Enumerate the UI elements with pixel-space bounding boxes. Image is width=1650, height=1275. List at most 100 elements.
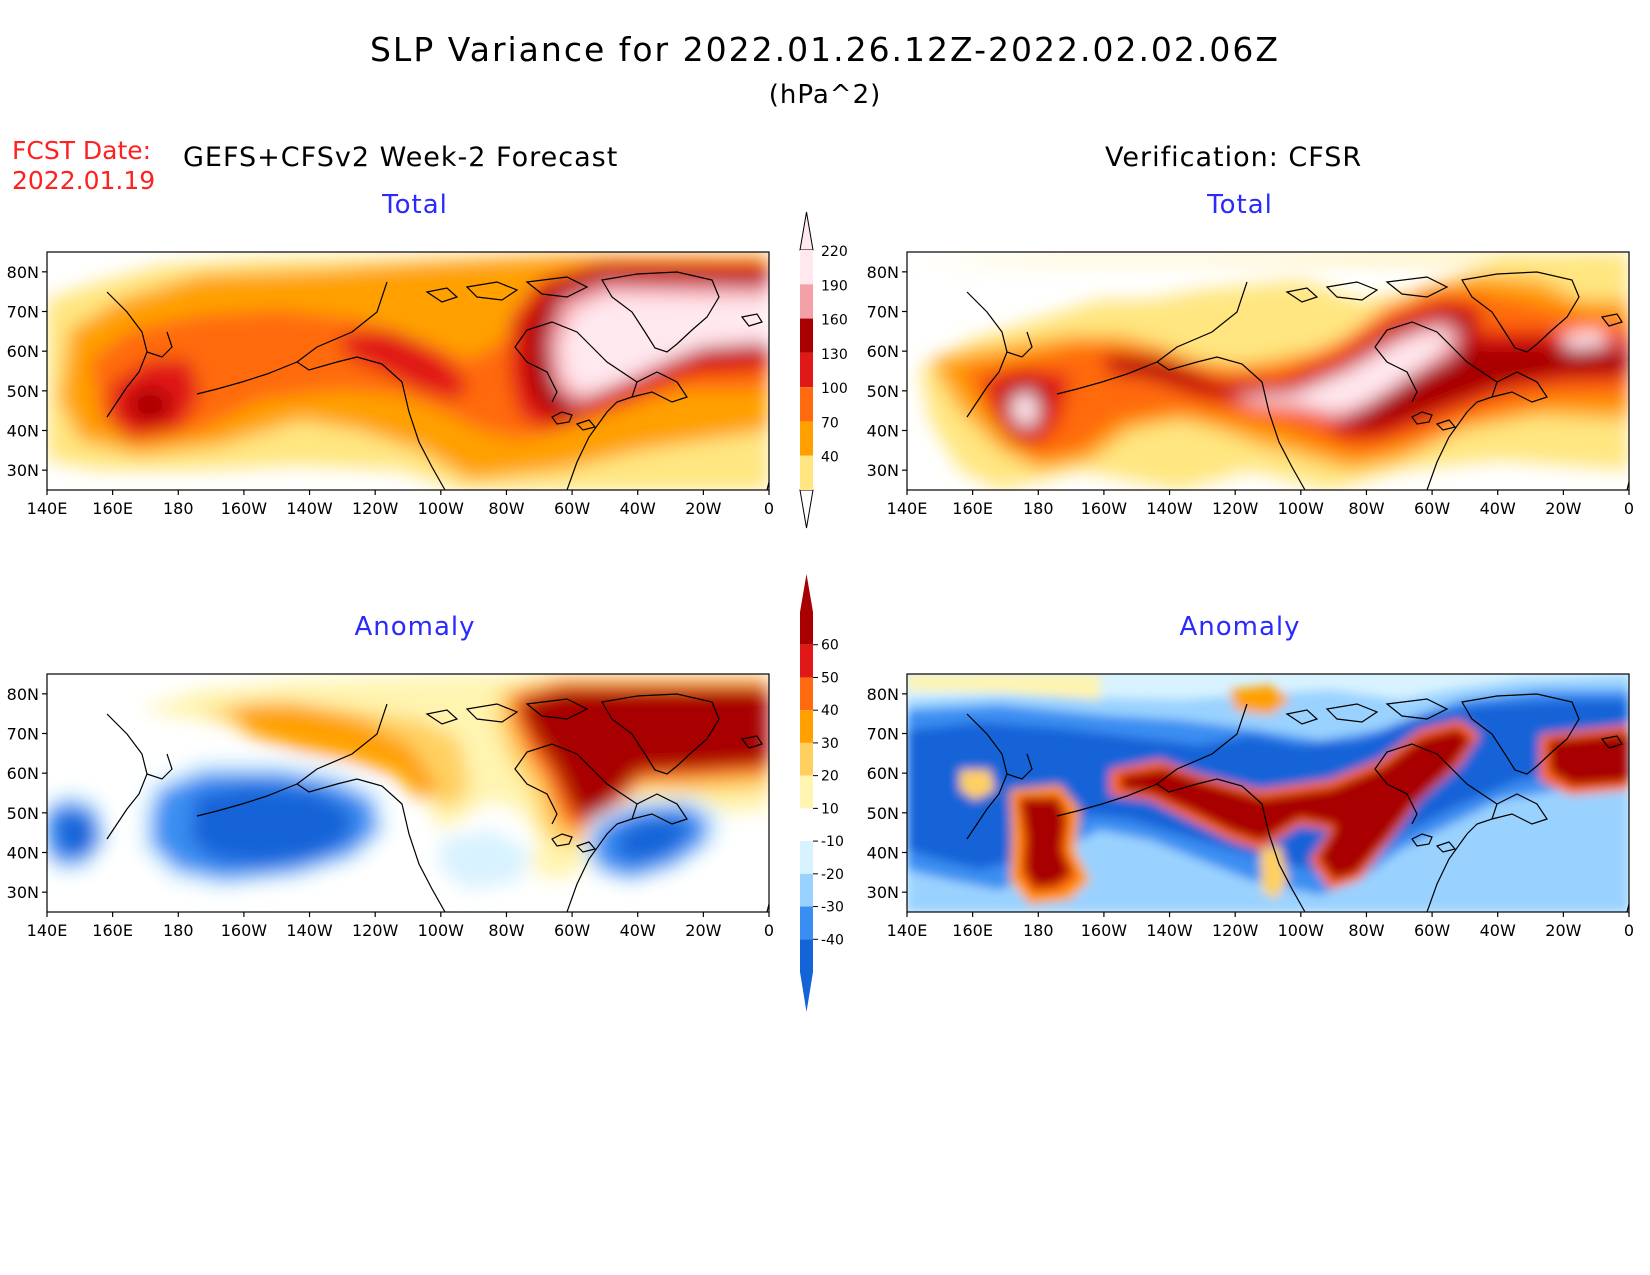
lon-tick-label: 140W: [1146, 499, 1193, 518]
lon-tick-label: 160W: [221, 499, 268, 518]
lon-tick-label: 180: [163, 499, 194, 518]
colorbar-anomaly-label: 20: [821, 769, 839, 785]
colorbar-total-label: 220: [821, 244, 848, 260]
lon-tick-label: 100W: [418, 921, 465, 940]
lat-tick-label: 40N: [867, 422, 899, 441]
map-panel-forecast-anomaly: [46, 673, 770, 913]
lon-tick-label: 80W: [1348, 499, 1384, 518]
colorbar-anomaly: 60 50 40 30 20 10 -10 -20 -30 -40: [800, 574, 844, 1012]
lat-tick-label: 50N: [7, 804, 39, 823]
colorbar-total: 220 190 160 130 100 70 40: [799, 211, 848, 529]
colorbar-total-bin: [800, 455, 813, 490]
colorbar-anomaly-cap: [800, 972, 813, 1012]
colorbar-total-bin: [800, 352, 813, 388]
lon-tick-label: 140E: [27, 499, 68, 518]
lat-tick-label: 60N: [867, 764, 899, 783]
lat-tick-label: 80N: [867, 263, 899, 282]
colorbar-anomaly-cap: [800, 574, 813, 612]
colorbar-anomaly-label: 40: [821, 703, 839, 719]
axes-forecast-total: 140E 160E 180 160W 140W 120W 100W 80W 60W 40W 20W 0…: [7, 263, 774, 518]
map-panel-forecast-total: [46, 251, 770, 491]
map-panel-verification-total: [906, 251, 1630, 491]
colorbar-anomaly-bin: [800, 612, 813, 645]
colorbar-total-bin: [800, 421, 813, 456]
fcst-date-label: FCST Date:: [12, 136, 152, 165]
lat-tick-label: 80N: [867, 685, 899, 704]
colorbar-anomaly-bin: [800, 742, 813, 776]
colorbar-anomaly-label: 10: [821, 801, 839, 817]
lon-tick-label: 120W: [352, 921, 399, 940]
colorbar-total-label: 70: [821, 415, 839, 431]
colorbar-anomaly-bin: [800, 906, 813, 940]
lat-tick-label: 70N: [7, 725, 39, 744]
lon-tick-label: 0: [764, 499, 774, 518]
colorbar-anomaly-bin: [800, 677, 813, 711]
colorbar-anomaly-label: -10: [821, 834, 844, 850]
colorbar-anomaly-bin: [800, 710, 813, 743]
lon-tick-label: 60W: [1414, 921, 1450, 940]
lon-tick-label: 60W: [554, 499, 590, 518]
colorbar-anomaly-label: -30: [821, 900, 844, 916]
lon-tick-label: 140E: [887, 921, 928, 940]
lat-tick-label: 50N: [867, 804, 899, 823]
lon-tick-label: 20W: [685, 921, 721, 940]
colorbar-total-cap: [799, 489, 814, 529]
colorbar-total-label: 40: [821, 450, 839, 466]
colorbar-anomaly-label: 50: [821, 670, 839, 686]
colorbar-anomaly-bin: [800, 808, 813, 842]
fcst-date-value: 2022.01.19: [12, 166, 156, 195]
colorbar-total-label: 160: [821, 313, 848, 329]
axes-forecast-anomaly: 140E 160E 180 160W 140W 120W 100W 80W 60W 40W 20W 0…: [7, 685, 774, 940]
colorbar-anomaly-label: 30: [821, 736, 839, 752]
lat-tick-label: 70N: [867, 303, 899, 322]
colorbar-total-cap: [799, 211, 814, 251]
lon-tick-label: 160W: [1081, 499, 1128, 518]
colorbar-total-label: 100: [821, 381, 848, 397]
panel-title-verification-total: Total: [1207, 190, 1273, 220]
panel-title-verification-anomaly: Anomaly: [1179, 612, 1301, 642]
lon-tick-label: 100W: [1278, 499, 1325, 518]
lon-tick-label: 120W: [1212, 921, 1259, 940]
lon-tick-label: 60W: [1414, 499, 1450, 518]
axes-verification-total: 140E 160E 180 160W 140W 120W 100W 80W 60W 40W 20W 0…: [867, 263, 1634, 518]
lon-tick-label: 80W: [488, 499, 524, 518]
map-panel-verification-anomaly: [906, 673, 1630, 913]
colorbar-anomaly-bin: [800, 644, 813, 678]
lat-tick-label: 60N: [867, 342, 899, 361]
lat-tick-label: 60N: [7, 764, 39, 783]
lon-tick-label: 140W: [286, 921, 333, 940]
colorbar-total-bin: [800, 318, 813, 353]
lon-tick-label: 40W: [620, 921, 656, 940]
lat-tick-label: 70N: [7, 303, 39, 322]
lon-tick-label: 120W: [352, 499, 399, 518]
verification-heading: Verification: CFSR: [1105, 142, 1363, 173]
colorbar-total-label: 130: [821, 347, 848, 363]
lon-tick-label: 40W: [620, 499, 656, 518]
lon-tick-label: 0: [1624, 499, 1634, 518]
lon-tick-label: 100W: [418, 499, 465, 518]
lat-tick-label: 30N: [7, 883, 39, 902]
lat-tick-label: 60N: [7, 342, 39, 361]
colorbar-total-bin: [800, 387, 813, 422]
lon-tick-label: 160E: [952, 499, 993, 518]
lon-tick-label: 140W: [1146, 921, 1193, 940]
lat-tick-label: 40N: [7, 844, 39, 863]
lon-tick-label: 140E: [887, 499, 928, 518]
lon-tick-label: 40W: [1480, 921, 1516, 940]
lon-tick-label: 0: [1624, 921, 1634, 940]
lon-tick-label: 160E: [92, 921, 133, 940]
panel-title-forecast-total: Total: [382, 190, 448, 220]
lon-tick-label: 160W: [1081, 921, 1128, 940]
units-label: (hPa^2): [768, 80, 882, 110]
colorbar-anomaly-bin: [800, 939, 813, 972]
lat-tick-label: 80N: [7, 263, 39, 282]
lon-tick-label: 160E: [92, 499, 133, 518]
lat-tick-label: 80N: [7, 685, 39, 704]
lon-tick-label: 180: [163, 921, 194, 940]
colorbar-anomaly-label: -40: [821, 932, 844, 948]
lon-tick-label: 20W: [685, 499, 721, 518]
lon-tick-label: 0: [764, 921, 774, 940]
lat-tick-label: 50N: [867, 382, 899, 401]
colorbar-anomaly-label: -20: [821, 867, 844, 883]
lon-tick-label: 180: [1023, 921, 1054, 940]
